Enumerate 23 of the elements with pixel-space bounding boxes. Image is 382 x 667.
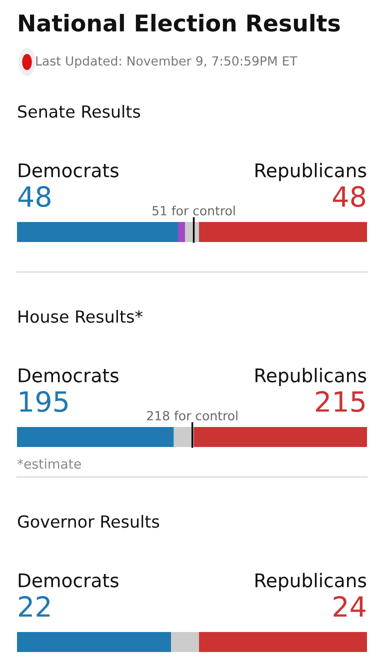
chart-title: House Results* — [18, 310, 143, 323]
text: 215 — [316, 391, 365, 412]
text: *estimate — [17, 458, 81, 469]
chart-title: Governor Results — [18, 514, 160, 528]
ref-line-label: 218 for control — [147, 410, 238, 420]
text: Democrats — [18, 164, 118, 178]
bar — [17, 222, 178, 242]
text: 24 — [334, 596, 366, 617]
text: Democrats — [18, 574, 118, 588]
chart-title: Senate Results — [18, 104, 140, 118]
text: 48 — [18, 186, 50, 208]
text: Republicans — [256, 162, 366, 182]
text: 22 — [19, 596, 50, 617]
text: Democrats — [18, 368, 118, 382]
text: Last Updated: November 9, 7:50:59PM ET — [36, 56, 298, 68]
text: 48 — [333, 186, 366, 208]
text: Republicans — [256, 368, 366, 386]
text: National Election Results — [19, 14, 340, 32]
text: Republicans — [256, 572, 366, 592]
ref-line-label: 51 for control — [152, 206, 235, 216]
bar — [199, 222, 367, 242]
text: 195 — [20, 391, 68, 412]
bar — [178, 222, 185, 242]
